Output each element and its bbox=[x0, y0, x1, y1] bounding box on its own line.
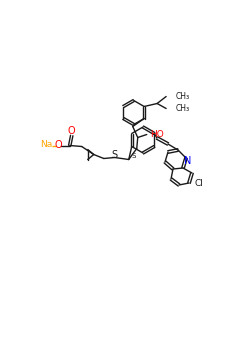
Text: S: S bbox=[132, 154, 136, 160]
Text: O: O bbox=[68, 126, 76, 136]
Text: CH₃: CH₃ bbox=[175, 104, 189, 113]
Text: O: O bbox=[55, 140, 62, 149]
Text: HO: HO bbox=[150, 130, 164, 139]
Text: CH₃: CH₃ bbox=[175, 92, 189, 101]
Text: Na: Na bbox=[40, 140, 53, 149]
Text: Cl: Cl bbox=[194, 178, 203, 188]
Text: S: S bbox=[112, 150, 118, 161]
Text: N: N bbox=[184, 156, 192, 166]
